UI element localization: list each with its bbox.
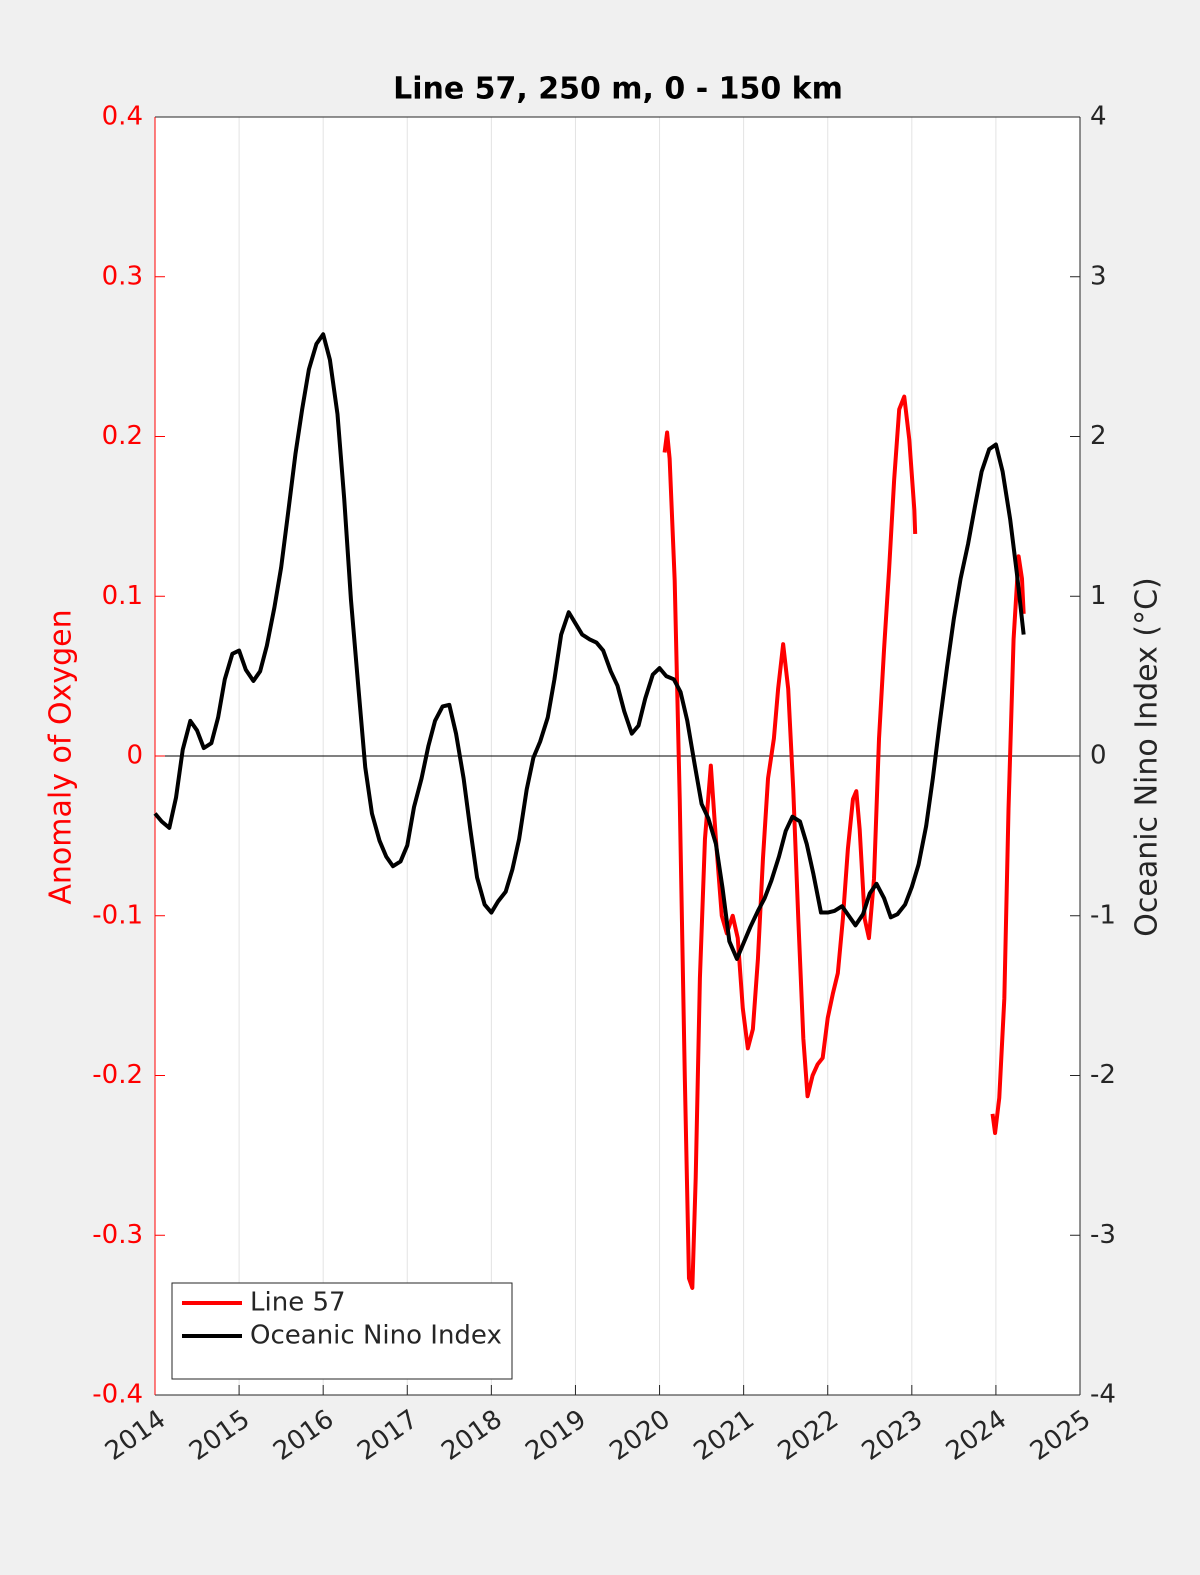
y2-tick-label: -2 [1090,1060,1116,1090]
x-tick-label: 2016 [268,1404,339,1467]
series-line [662,394,918,1290]
x-tick-label: 2020 [604,1404,675,1467]
chart-title: Line 57, 250 m, 0 - 150 km [393,72,843,107]
legend-label: Oceanic Nino Index [250,1321,502,1351]
y-tick-label: -0.1 [92,900,143,930]
y2-tick-label: 3 [1090,261,1107,291]
x-tick-label: 2017 [352,1404,423,1467]
x-tick-label: 2022 [773,1404,844,1467]
x-tick-label: 2025 [1025,1404,1096,1467]
series-line [153,332,1026,961]
x-tick-label: 2018 [436,1404,507,1467]
y2-tick-label: 4 [1090,102,1107,132]
y-tick-label: -0.4 [92,1380,143,1410]
y2-tick-label: 2 [1090,421,1107,451]
x-tick-label: 2015 [184,1404,255,1467]
y-tick-label: 0.3 [102,261,143,291]
y-tick-label: 0 [126,741,143,771]
y2-tick-label: 1 [1090,581,1107,611]
y-tick-label: 0.1 [102,581,143,611]
y-tick-label: 0.2 [102,421,143,451]
x-tick-label: 2019 [520,1404,591,1467]
y-axis-label: Anomaly of Oxygen [44,609,79,904]
y-tick-label: -0.2 [92,1060,143,1090]
x-tick-label: 2014 [100,1404,171,1467]
y2-tick-label: -1 [1090,900,1116,930]
y2-tick-label: 0 [1090,741,1107,771]
y2-tick-label: -3 [1090,1220,1116,1250]
y2-tick-label: -4 [1090,1380,1116,1410]
y-tick-label: -0.3 [92,1220,143,1250]
x-tick-label: 2021 [689,1404,760,1467]
y-tick-label: 0.4 [102,102,143,132]
x-tick-label: 2023 [857,1404,928,1467]
x-tick-label: 2024 [941,1404,1012,1467]
legend-label: Line 57 [250,1288,346,1318]
legend-box [171,1282,513,1380]
series-line [990,554,1026,1136]
y2-axis-label: Oceanic Nino Index (°C) [1130,577,1165,937]
